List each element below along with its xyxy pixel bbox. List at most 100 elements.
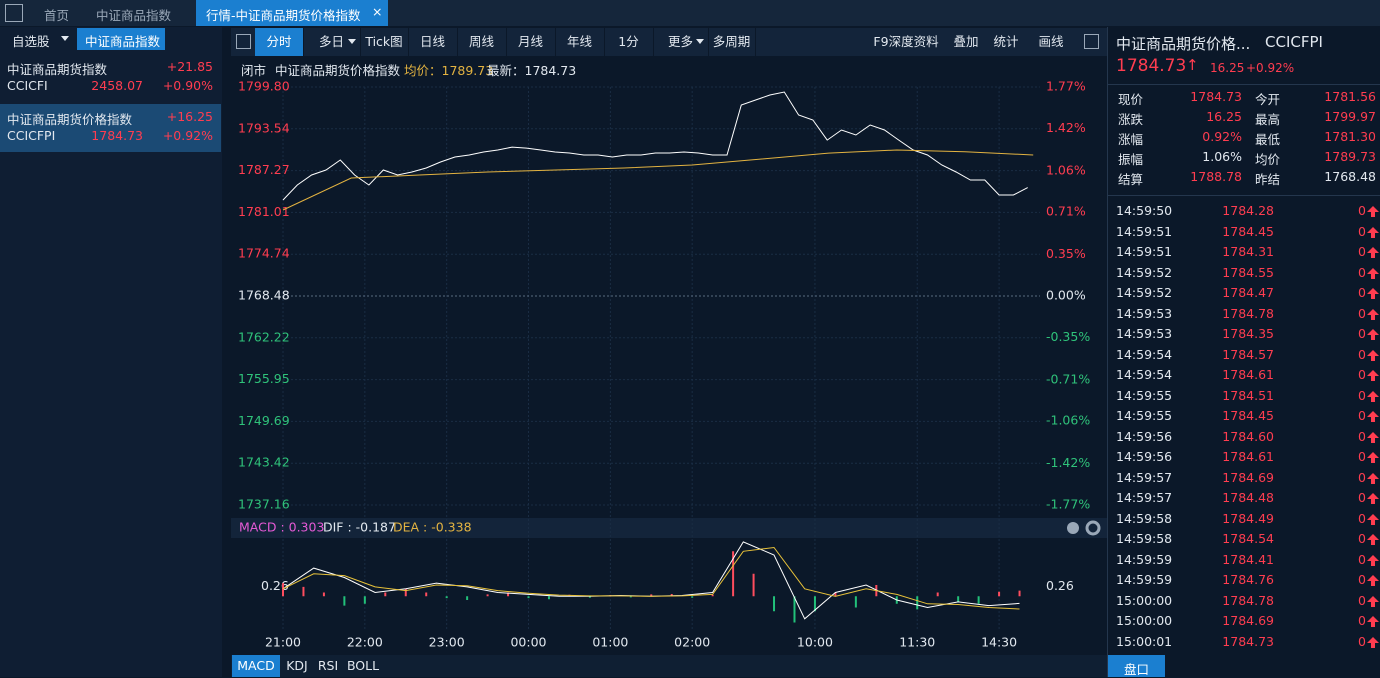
- close-icon[interactable]: ×: [372, 4, 383, 19]
- divider: [1107, 27, 1108, 677]
- up-arrow: [1371, 355, 1375, 361]
- toolbar-button[interactable]: 画线: [1038, 34, 1064, 49]
- toolbar-button[interactable]: 多日: [303, 28, 361, 56]
- macd-bar: [282, 583, 284, 597]
- tick-volume: 0: [1358, 613, 1366, 628]
- tab[interactable]: 中证商品指数: [96, 8, 172, 23]
- y2-tick-label: 1.77%: [1046, 79, 1086, 94]
- toolbar-button[interactable]: 1分: [604, 28, 654, 56]
- macd-bar: [650, 594, 653, 597]
- up-arrow: [1371, 437, 1375, 443]
- macd-bar: [466, 596, 469, 600]
- tick-price: 1784.45: [1222, 408, 1274, 423]
- macd-bar: [343, 596, 346, 606]
- tick-time: 14:59:55: [1116, 387, 1173, 403]
- footer-tab[interactable]: 盘口: [1124, 662, 1150, 677]
- sidebar-icon[interactable]: [5, 4, 23, 22]
- selected-row[interactable]: [0, 104, 221, 152]
- up-arrow: [1371, 417, 1375, 422]
- toolbar-button[interactable]: Tick图: [360, 28, 409, 56]
- stat-value: 1784.73: [1190, 89, 1242, 104]
- y2-tick-label: -1.42%: [1046, 455, 1090, 470]
- watchlist-tab[interactable]: 自选股: [12, 34, 50, 49]
- item-name[interactable]: 中证商品期货价格指数: [7, 112, 133, 127]
- dropdown-arrow[interactable]: [696, 39, 704, 48]
- tick-volume: 0: [1358, 490, 1366, 505]
- up-arrow: [1367, 554, 1379, 561]
- dropdown-arrow[interactable]: [348, 39, 356, 48]
- stat-label: 涨幅: [1118, 132, 1144, 147]
- up-arrow: [1367, 595, 1379, 602]
- active-tab[interactable]: [196, 0, 388, 26]
- tick-volume: 0: [1358, 203, 1366, 218]
- status: 闭市: [241, 63, 267, 78]
- toolbar-button[interactable]: 周线: [457, 28, 507, 56]
- y-tick-label: 1799.80: [238, 79, 290, 94]
- item-code: CCICFPI: [7, 128, 56, 143]
- y-tick-label: 1781.01: [238, 204, 290, 219]
- tick-price: 1784.47: [1222, 285, 1274, 300]
- tick-time: 14:59:52: [1116, 264, 1173, 280]
- macd-bar: [936, 592, 939, 597]
- tab[interactable]: 首页: [44, 8, 70, 23]
- y2-tick-label: -0.71%: [1046, 371, 1090, 386]
- instrument-name: 中证商品期货价格指数: [275, 63, 401, 78]
- toolbar-button[interactable]: 叠加: [953, 34, 979, 49]
- up-arrow: [1371, 376, 1375, 381]
- stat-label: 今开: [1255, 92, 1281, 107]
- tick-price: 1784.31: [1222, 244, 1274, 259]
- macd-bar: [711, 594, 714, 597]
- tab[interactable]: 行情-中证商品期货价格指数: [206, 8, 361, 23]
- tick-price: 1784.45: [1222, 223, 1274, 239]
- item-name[interactable]: 中证商品期货指数: [7, 62, 108, 77]
- tick-volume: 0: [1358, 510, 1366, 526]
- indicator-label: DIF : -0.187: [323, 520, 396, 535]
- y-tick-label: 1737.16: [238, 497, 290, 512]
- y2-tick-label: 1.42%: [1046, 120, 1086, 135]
- toolbar-button[interactable]: 分时: [255, 28, 304, 56]
- active-tab[interactable]: [77, 28, 165, 50]
- item-pct: +0.92%: [162, 128, 213, 143]
- up-arrow: [1367, 349, 1379, 356]
- indicator-label: MACD : 0.303: [239, 520, 324, 535]
- up-arrow: [1367, 575, 1379, 581]
- active-tab[interactable]: [1108, 655, 1165, 677]
- dropdown-arrow[interactable]: [61, 36, 69, 45]
- indicator-tab[interactable]: BOLL: [346, 658, 380, 673]
- toolbar-button[interactable]: 月线: [506, 28, 556, 56]
- quote-code: CCICFPI: [1265, 33, 1323, 51]
- tick-volume: 0: [1358, 592, 1366, 608]
- up-arrow: [1367, 513, 1379, 520]
- x-tick-label: 14:30: [981, 635, 1017, 650]
- up-arrow: [1367, 493, 1379, 499]
- close-icon[interactable]: [1067, 522, 1079, 534]
- stat-value: 1781.56: [1324, 89, 1376, 104]
- tick-time: 14:59:55: [1116, 408, 1173, 423]
- x-tick-label: 10:00: [797, 635, 833, 650]
- toolbar-button[interactable]: 多周期: [708, 28, 756, 56]
- indicator-tab[interactable]: KDJ: [286, 658, 308, 673]
- tick-volume: 0: [1358, 346, 1366, 362]
- toolbar-button[interactable]: 更多: [653, 28, 709, 56]
- macd-bar: [813, 596, 816, 612]
- stat-label: 现价: [1118, 92, 1144, 107]
- toolbar-button[interactable]: 日线: [408, 28, 458, 56]
- watchlist-tab[interactable]: 中证商品指数: [85, 34, 161, 49]
- settings-icon[interactable]: [1085, 520, 1101, 536]
- indicator-tab[interactable]: MACD: [232, 655, 280, 677]
- panel-icon[interactable]: [236, 34, 251, 49]
- macd-bar: [322, 592, 325, 597]
- up-arrow: [1371, 294, 1375, 299]
- toolbar-button[interactable]: 年线: [555, 28, 605, 56]
- toolbar-button[interactable]: F9深度资料: [873, 34, 939, 49]
- toolbar-button[interactable]: 统计: [993, 34, 1019, 49]
- macd-bar: [404, 588, 407, 597]
- up-arrow: [1367, 636, 1379, 643]
- up-arrow: [1371, 519, 1375, 525]
- panel-icon[interactable]: [1084, 34, 1099, 49]
- y2-tick-label: -1.77%: [1046, 497, 1090, 512]
- indicator-tab[interactable]: RSI: [317, 658, 339, 673]
- y-tick-label: 1768.48: [238, 288, 290, 303]
- up-arrow: [1371, 499, 1375, 504]
